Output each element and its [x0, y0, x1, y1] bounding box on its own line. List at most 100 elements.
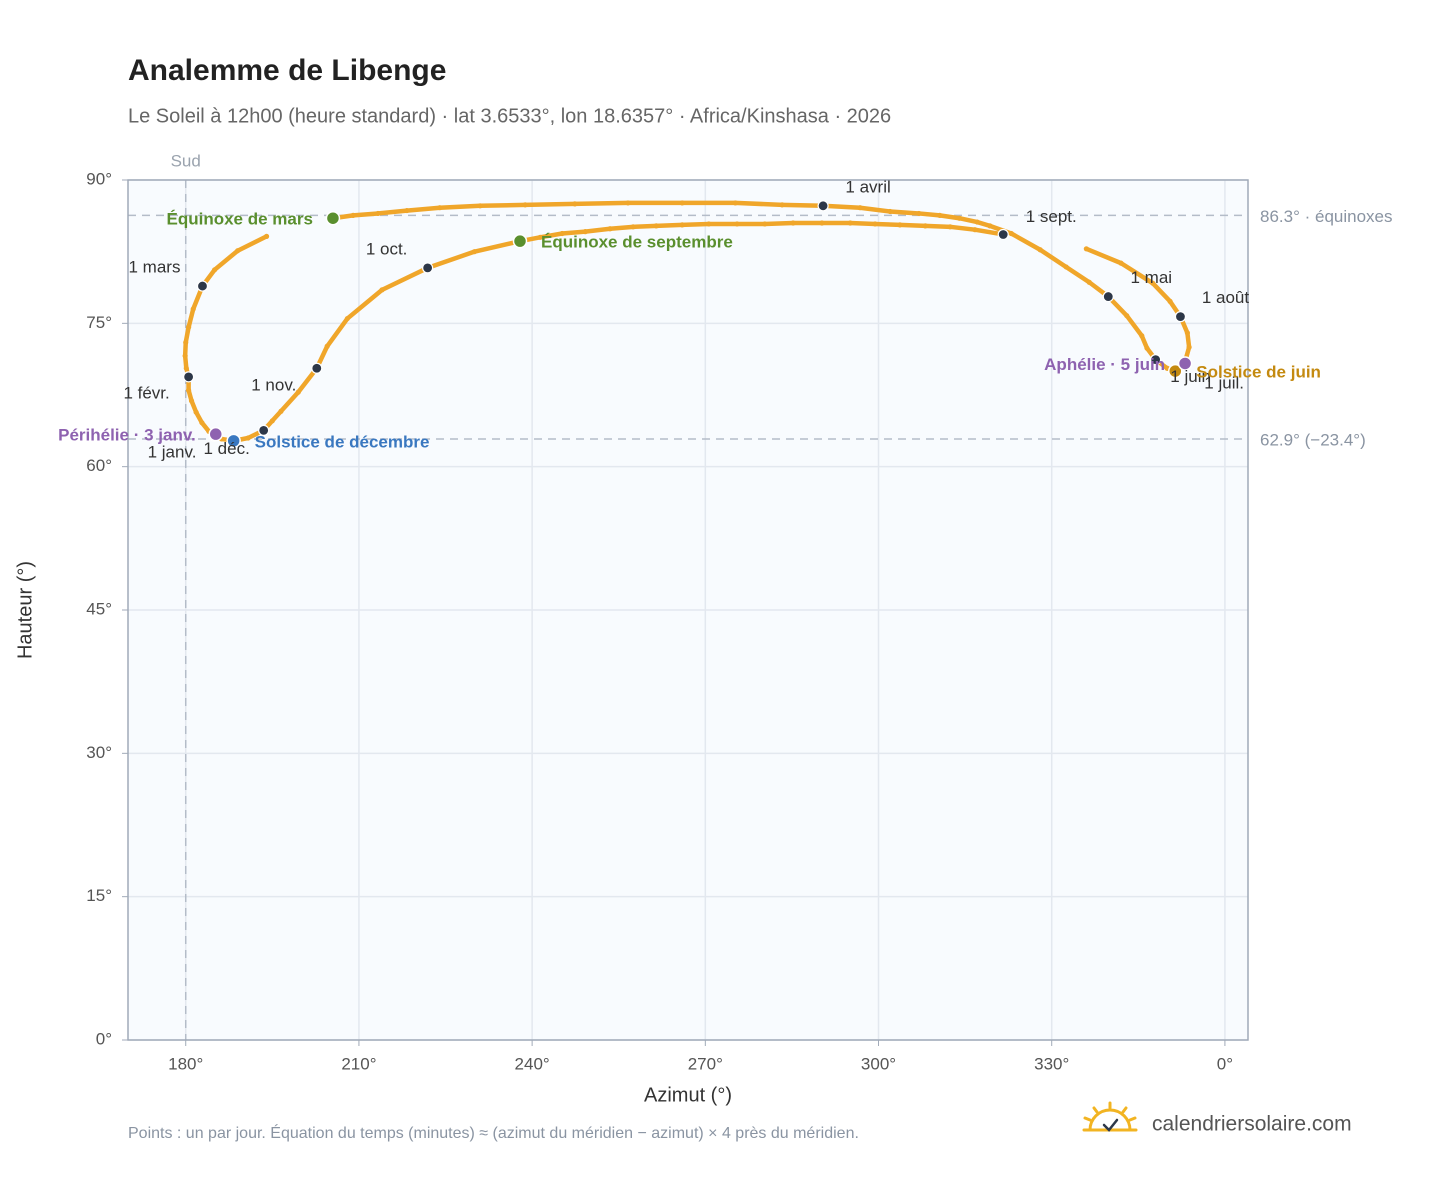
path-segment — [404, 205, 443, 213]
path-segment — [947, 224, 978, 232]
daily-point — [1139, 333, 1145, 339]
path-segment — [1009, 231, 1043, 253]
brand: calendriersolaire.com — [1152, 1113, 1352, 1136]
x-tick-label: 0° — [1217, 1054, 1233, 1073]
daily-point — [1037, 247, 1043, 253]
event-marker — [1177, 356, 1193, 371]
daily-point — [471, 249, 477, 255]
path-segment — [572, 200, 631, 207]
path-segment — [324, 316, 350, 349]
daily-point — [182, 353, 188, 359]
path-segment — [425, 249, 477, 271]
month-marker — [817, 200, 829, 212]
daily-point — [379, 287, 385, 293]
daily-point — [404, 207, 410, 214]
path-segment — [186, 306, 196, 330]
month-label: 1 juil. — [1204, 374, 1244, 393]
path-segment — [235, 234, 269, 253]
daily-point — [847, 220, 853, 226]
daily-point — [183, 339, 189, 346]
daily-point — [269, 418, 275, 424]
path-segment — [1037, 247, 1069, 270]
daily-point — [1063, 264, 1069, 270]
daily-point — [1083, 246, 1089, 252]
month-label: 1 sept. — [1026, 207, 1077, 226]
path-segment — [957, 215, 980, 225]
daily-point — [819, 220, 825, 226]
daily-point — [263, 233, 270, 239]
daily-point — [582, 229, 588, 235]
daily-point — [1184, 330, 1190, 336]
daily-point — [732, 200, 738, 206]
daily-point — [857, 205, 863, 211]
daily-point — [1150, 280, 1156, 286]
path-segment — [762, 220, 796, 227]
month-marker — [1150, 354, 1162, 366]
event-label: Solstice de juin — [1196, 363, 1321, 382]
daily-point — [1008, 230, 1014, 237]
path-segment — [733, 200, 785, 208]
path-segment — [1118, 260, 1155, 286]
path-segment — [820, 203, 863, 210]
path-segment — [375, 208, 410, 216]
month-marker — [422, 262, 434, 274]
daily-point — [572, 201, 578, 207]
daily-point — [235, 248, 241, 254]
daily-point — [183, 365, 189, 371]
y-tick-label: 90° — [86, 169, 112, 188]
path-segment — [212, 248, 240, 273]
month-label: 1 oct. — [366, 239, 408, 258]
y-tick-label: 60° — [86, 456, 112, 475]
daily-point — [1118, 260, 1124, 266]
daily-point — [897, 222, 903, 228]
path-segment — [437, 203, 483, 210]
daily-point — [974, 219, 980, 225]
daily-point — [537, 234, 543, 240]
event-label: Périhélie · 3 janv. — [58, 426, 196, 445]
brand-logo — [1082, 1101, 1138, 1132]
daily-point — [887, 208, 893, 215]
path-segment — [537, 231, 565, 240]
month-marker — [311, 362, 323, 374]
event-marker — [325, 210, 341, 226]
daily-point — [762, 221, 768, 227]
month-marker — [196, 280, 209, 292]
reference-lines — [128, 180, 1248, 1040]
daily-point — [972, 227, 978, 233]
month-label: 1 janv. — [148, 443, 197, 462]
path-segment — [872, 221, 903, 228]
y-tick-label: 15° — [86, 886, 112, 905]
path-segment — [582, 226, 613, 234]
daily-point — [278, 408, 284, 414]
footnote: Points : un par jour. Équation du temps … — [128, 1123, 859, 1142]
path-segment — [345, 287, 385, 321]
chart-subtitle: Le Soleil à 12h00 (heure standard) · lat… — [128, 105, 891, 127]
daily-point — [956, 215, 962, 221]
y-axis-title: Hauteur (°) — [14, 561, 36, 659]
path-segment — [1063, 264, 1092, 285]
month-label: 1 mars — [128, 258, 180, 277]
daily-point — [706, 221, 712, 227]
path-segment — [630, 223, 659, 230]
x-axis-title: Azimut (°) — [644, 1084, 732, 1106]
path-segment — [857, 205, 893, 214]
x-tick-label: 210° — [341, 1054, 376, 1073]
daily-point — [679, 222, 685, 228]
daily-point — [190, 306, 196, 312]
event-marker — [226, 433, 241, 449]
daily-point — [922, 223, 928, 229]
month-label: 1 août — [1202, 288, 1250, 307]
path-segment — [887, 209, 922, 216]
path-segment — [477, 202, 528, 209]
x-tick-label: 270° — [688, 1054, 723, 1073]
path-segment — [278, 389, 301, 414]
month-marker — [1174, 311, 1187, 323]
daily-point — [324, 343, 330, 349]
daily-point — [245, 435, 251, 441]
daily-point — [790, 220, 796, 226]
reference-label: 86.3° · équinoxes — [1260, 207, 1393, 226]
daily-point — [188, 398, 195, 404]
daily-point — [872, 221, 878, 227]
daily-point — [559, 230, 565, 237]
path-segment — [607, 224, 636, 231]
